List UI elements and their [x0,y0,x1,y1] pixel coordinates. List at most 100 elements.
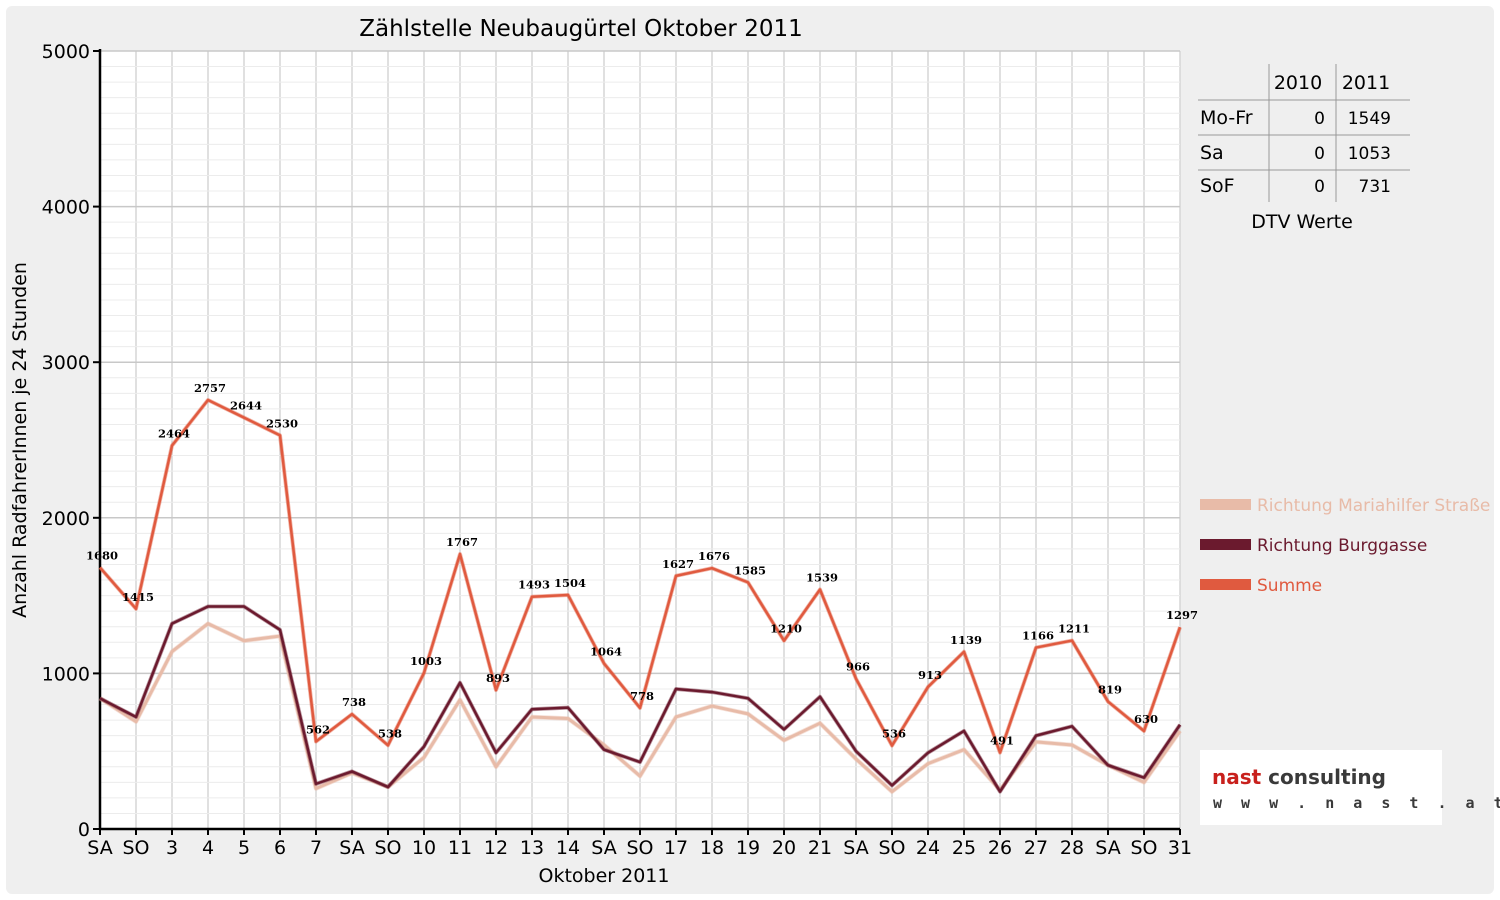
legend: Richtung Mariahilfer Straße Richtung Bur… [1200,496,1490,596]
x-tick-label: 12 [484,837,508,859]
x-tick-label: SO [878,837,905,859]
y-tick-label: 0 [78,819,90,841]
data-label: 2530 [266,416,298,430]
data-label: 1064 [590,644,622,658]
y-tick-label: 5000 [42,41,90,63]
chart-title: Zählstelle Neubaugürtel Oktober 2011 [359,16,802,42]
legend-label-burggasse: Richtung Burggasse [1257,536,1427,556]
x-tick-label: SA [339,837,364,859]
series-line-richtung-burggasse [99,605,1182,793]
data-label: 1210 [770,622,802,636]
dtv-row-label: Sa [1200,142,1224,164]
x-tick-label: 11 [448,837,472,859]
dtv-caption: DTV Werte [1251,211,1353,233]
logo-part1: nast [1212,765,1262,789]
x-tick-label: 24 [916,837,940,859]
y-axis-label: Anzahl RadfahrerInnen je 24 Stunden [9,262,31,618]
x-tick-label: SO [1130,837,1157,859]
data-label: 1676 [698,549,730,563]
x-tick-labels: SA SO 3 4 5 6 7 SA SO 10 11 12 13 14 SA SO 17 18 19 20 21 SA S… [87,837,1192,859]
x-tick-label: 21 [808,837,832,859]
data-label: 491 [990,734,1014,748]
data-label: 1139 [950,633,982,647]
legend-label-mariahilfer: Richtung Mariahilfer Straße [1257,496,1490,516]
x-tick-label: 20 [772,837,796,859]
logo-text: nast consulting [1212,765,1386,789]
data-label: 1767 [446,535,478,549]
dtv-table: 2010 2011 Mo-Fr 0 1549 Sa 0 1053 SoF 0 7… [1198,64,1410,233]
x-tick-label: SO [374,837,401,859]
data-label: 819 [1098,683,1122,697]
series-lines [98,398,1182,794]
data-label: 1211 [1058,622,1090,636]
x-tick-label: 7 [310,837,322,859]
legend-swatch-summe [1200,579,1251,590]
dtv-row-label: SoF [1200,175,1235,197]
legend-swatch-burggasse [1200,539,1251,550]
x-tick-label: SO [122,837,149,859]
x-tick-label: SA [591,837,616,859]
x-tick-label: 5 [238,837,250,859]
dtv-cell: 0 [1314,144,1325,164]
data-label: 1493 [518,578,550,592]
dtv-row-label: Mo-Fr [1200,107,1253,129]
data-label: 1539 [806,571,838,585]
y-tick-label: 1000 [42,663,90,685]
data-label: 1504 [554,576,586,590]
series-line-summe [99,398,1182,754]
y-tick-label: 4000 [42,197,90,219]
data-label: 1166 [1022,629,1054,643]
x-tick-label: SA [1095,837,1120,859]
x-tick-label: 6 [274,837,286,859]
data-label: 2757 [194,381,226,395]
dtv-header-2010: 2010 [1274,72,1322,94]
data-labels: 1680 1415 2464 2757 2644 2530 562 738 538 1003 176… [86,381,1198,748]
x-tick-label: SA [87,837,112,859]
dtv-cell: 0 [1314,109,1325,129]
x-tick-label: 13 [520,837,544,859]
data-label: 536 [882,727,906,741]
logo-url: w w w . n a s t . a t [1213,794,1500,812]
x-tick-label: 17 [664,837,688,859]
y-tick-labels: 0 1000 2000 3000 4000 5000 [42,41,90,841]
x-axis-label: Oktober 2011 [539,865,670,887]
data-label: 893 [486,671,510,685]
dtv-cell: 1053 [1348,144,1391,164]
data-label: 1003 [410,654,442,668]
x-tick-label: 18 [700,837,724,859]
x-tick-label: 4 [202,837,214,859]
y-tick-label: 3000 [42,352,90,374]
x-tick-label: 26 [988,837,1012,859]
data-label: 738 [342,695,366,709]
data-label: 630 [1134,712,1158,726]
data-label: 913 [918,668,942,682]
logo-background [1200,750,1442,825]
y-tick-label: 2000 [42,508,90,530]
x-tick-label: 25 [952,837,976,859]
data-label: 1680 [86,549,118,563]
logo: nast consulting w w w . n a s t . a t [1200,750,1500,825]
legend-label-summe: Summe [1257,576,1322,596]
data-label: 2464 [158,427,190,441]
x-tick-label: 10 [412,837,436,859]
data-label: 538 [378,726,402,740]
data-label: 1297 [1166,608,1198,622]
data-label: 966 [846,660,870,674]
x-tick-label: 27 [1024,837,1048,859]
legend-swatch-mariahilfer [1200,499,1251,510]
data-label: 778 [630,689,654,703]
data-label: 562 [306,723,330,737]
data-label: 1585 [734,563,766,577]
dtv-cell: 731 [1359,177,1391,197]
dtv-cell: 1549 [1348,109,1391,129]
dtv-header-2011: 2011 [1342,72,1390,94]
logo-part2: consulting [1268,765,1386,789]
x-tick-label: 3 [166,837,178,859]
x-tick-label: SA [843,837,868,859]
grid [99,50,1181,830]
data-label: 2644 [230,399,262,413]
dtv-cell: 0 [1314,177,1325,197]
x-tick-label: 28 [1060,837,1084,859]
x-tick-label: 14 [556,837,580,859]
